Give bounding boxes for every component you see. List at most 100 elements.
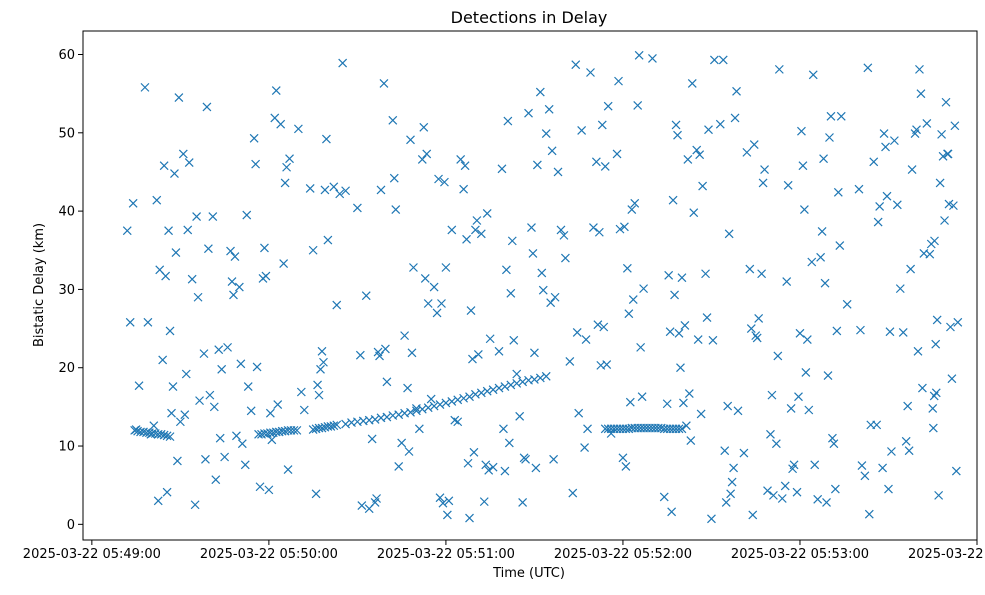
data-point-x-marker	[305, 183, 315, 193]
data-point-x-marker	[317, 346, 327, 356]
data-point-x-marker	[499, 424, 508, 434]
data-point-x-marker	[205, 390, 215, 400]
data-point-x-marker	[472, 216, 482, 225]
data-point-x-marker	[768, 490, 778, 500]
data-point-x-marker	[485, 334, 495, 344]
data-point-x-marker	[550, 292, 560, 302]
data-point-x-marker	[832, 326, 842, 336]
data-point-x-marker	[140, 82, 150, 92]
data-point-x-marker	[951, 466, 961, 476]
data-point-x-marker	[488, 462, 498, 472]
data-point-x-marker	[165, 432, 175, 442]
data-point-x-marker	[423, 299, 433, 308]
data-point-x-marker	[249, 133, 259, 143]
data-point-x-marker	[901, 436, 911, 446]
x-axis: 2025-03-22 05:49:00 2025-03-22 05:50:00 20…	[23, 540, 985, 562]
data-point-x-marker	[677, 273, 687, 283]
data-point-x-marker	[937, 129, 947, 139]
data-point-x-marker	[261, 271, 271, 281]
data-point-x-marker	[684, 389, 694, 398]
data-point-x-marker	[680, 321, 690, 330]
data-point-x-marker	[236, 359, 246, 369]
data-point-x-marker	[904, 446, 914, 456]
data-point-x-marker	[242, 210, 252, 220]
data-point-x-marker	[170, 169, 179, 178]
data-point-x-marker	[528, 248, 538, 258]
data-point-x-marker	[338, 58, 348, 68]
data-point-x-marker	[708, 335, 718, 345]
data-point-x-marker	[167, 408, 176, 418]
data-point-x-marker	[481, 460, 491, 470]
data-point-x-marker	[589, 223, 598, 232]
data-point-x-marker	[701, 269, 710, 279]
data-point-x-marker	[795, 328, 805, 338]
data-point-x-marker	[860, 471, 870, 481]
data-point-x-marker	[932, 315, 942, 325]
data-point-x-marker	[208, 212, 218, 222]
data-point-x-marker	[273, 400, 283, 409]
data-point-x-marker	[748, 510, 758, 520]
data-point-x-marker	[482, 386, 492, 396]
data-point-x-marker	[931, 339, 941, 349]
data-point-x-marker	[625, 397, 635, 407]
data-point-x-marker	[889, 136, 899, 146]
data-point-x-marker	[724, 229, 734, 239]
data-point-x-marker	[792, 487, 802, 497]
data-point-x-marker	[766, 429, 775, 439]
data-point-x-marker	[593, 320, 603, 330]
data-point-x-marker	[581, 335, 591, 344]
data-point-x-marker	[580, 443, 590, 453]
data-point-x-marker	[251, 159, 261, 169]
data-point-x-marker	[816, 252, 826, 262]
data-point-x-marker	[742, 147, 752, 157]
data-point-x-marker	[544, 104, 554, 114]
data-point-x-marker	[673, 130, 682, 140]
data-point-x-marker	[316, 364, 325, 374]
data-point-x-marker	[209, 402, 219, 412]
data-point-x-marker	[895, 284, 905, 294]
data-point-x-marker	[946, 322, 955, 332]
data-point-x-marker	[352, 203, 362, 213]
data-point-x-marker	[152, 195, 162, 205]
data-point-x-marker	[260, 243, 269, 253]
data-point-x-marker	[453, 417, 463, 427]
data-point-x-marker	[541, 371, 551, 381]
data-point-x-marker	[773, 351, 783, 361]
data-point-x-marker	[872, 420, 882, 430]
data-point-x-marker	[180, 410, 190, 420]
data-point-x-marker	[215, 433, 225, 443]
data-point-x-marker	[583, 424, 592, 434]
data-point-x-marker	[565, 357, 575, 366]
y-tick-label: 60	[58, 48, 75, 63]
data-point-x-marker	[317, 423, 327, 433]
data-point-x-marker	[869, 157, 879, 167]
data-point-x-marker	[484, 465, 494, 475]
data-point-x-marker	[326, 422, 336, 431]
data-point-x-marker	[885, 327, 895, 337]
data-point-x-marker	[782, 277, 792, 287]
x-tick-label: 2025-03-22 05:50:00	[200, 547, 338, 562]
data-point-x-marker	[361, 291, 371, 301]
y-tick-label: 10	[58, 440, 75, 455]
data-point-x-marker	[164, 226, 173, 236]
data-point-x-marker	[394, 410, 404, 420]
data-point-x-marker	[521, 454, 530, 464]
data-point-x-marker	[670, 290, 679, 300]
data-point-x-marker	[746, 324, 756, 333]
data-point-x-marker	[546, 298, 556, 308]
data-point-x-marker	[702, 313, 712, 323]
data-point-x-marker	[367, 434, 377, 444]
data-point-x-marker	[884, 484, 893, 494]
data-point-x-marker	[440, 177, 449, 187]
data-point-x-marker	[825, 133, 834, 142]
data-point-x-marker	[462, 234, 471, 244]
data-point-x-marker	[677, 424, 687, 434]
data-point-x-marker	[296, 387, 306, 397]
data-point-x-marker	[808, 70, 818, 80]
data-point-x-marker	[630, 198, 640, 208]
data-point-x-marker	[441, 263, 451, 272]
x-tick-label: 2025-03-22 05:49:00	[23, 547, 161, 562]
data-point-x-marker	[602, 360, 612, 370]
data-point-x-marker	[143, 317, 153, 327]
data-point-x-marker	[406, 407, 415, 417]
